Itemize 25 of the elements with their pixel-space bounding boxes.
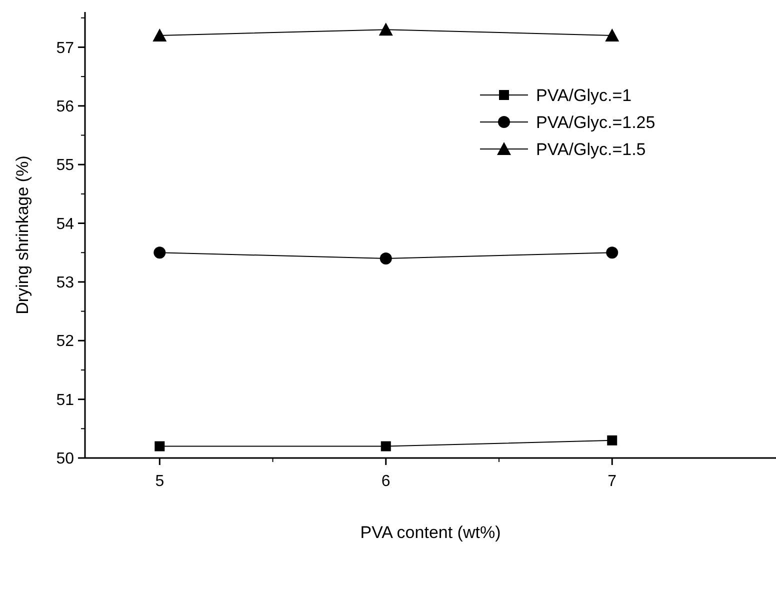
- x-tick-label: 6: [381, 473, 390, 490]
- y-axis-title: Drying shrinkage (%): [13, 156, 32, 314]
- point: [380, 252, 392, 264]
- point: [605, 28, 620, 42]
- point: [378, 22, 393, 36]
- y-tick-label: 56: [56, 98, 74, 116]
- point: [154, 246, 166, 259]
- y-tick-label: 57: [56, 40, 74, 57]
- y-tick-label: 53: [56, 274, 74, 292]
- point: [154, 441, 165, 452]
- legend-label: PVA/Glyc.=1: [536, 86, 632, 105]
- point: [607, 435, 618, 446]
- x-axis-title: PVA content (wt%): [360, 523, 501, 542]
- y-tick-label: 55: [56, 157, 74, 174]
- y-tick-label: 52: [56, 333, 74, 350]
- y-tick-label: 54: [56, 216, 74, 233]
- legend-label: PVA/Glyc.=1.25: [536, 112, 656, 132]
- legend-label: PVA/Glyc.=1.5: [536, 140, 646, 159]
- y-tick-label: 51: [56, 392, 74, 409]
- x-tick-label: 7: [608, 473, 617, 490]
- point: [606, 246, 618, 259]
- point: [380, 441, 391, 452]
- y-tick-label: 50: [56, 450, 74, 468]
- point: [152, 28, 167, 42]
- x-tick-label: 5: [155, 473, 164, 490]
